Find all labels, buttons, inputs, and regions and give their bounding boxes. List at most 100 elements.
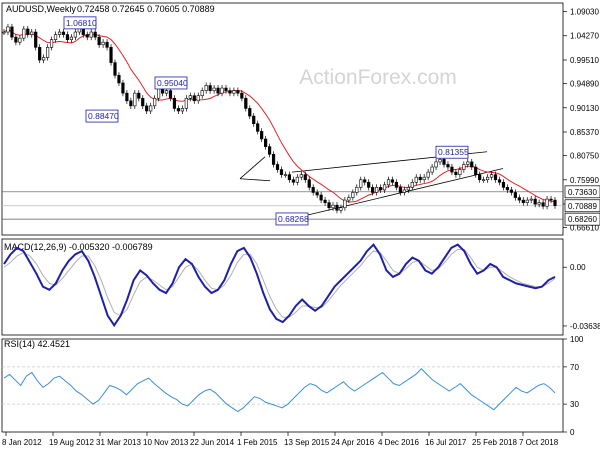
trendline-wedge-upper — [239, 156, 266, 180]
candle-body-5 — [22, 28, 26, 39]
candle-body-88 — [351, 192, 355, 198]
candle-body-131 — [521, 199, 525, 203]
candle-body-36 — [145, 105, 149, 112]
candle-body-122 — [486, 176, 490, 181]
candle-body-31 — [125, 92, 129, 102]
ohlc-values: 0.72458 0.72645 0.70605 0.70889 — [77, 4, 215, 14]
candle-body-62 — [248, 108, 252, 117]
price-level-box-1 — [564, 199, 600, 213]
candle-body-63 — [252, 115, 256, 125]
candle-body-89 — [355, 187, 359, 193]
candle-body-53 — [212, 87, 216, 91]
candle-body-73 — [291, 179, 295, 183]
candle-body-118 — [470, 161, 474, 168]
watermark: ActionForex.com — [299, 66, 457, 89]
candle-body-107 — [426, 171, 430, 178]
price-level-label-1: 0.70889 — [568, 202, 597, 211]
candle-body-60 — [240, 92, 244, 99]
candle-body-109 — [434, 161, 438, 168]
rsi-series — [2, 366, 563, 413]
price-annotations: 1.06810 0.95040 0.88470 0.81355 0.68268 — [63, 16, 469, 226]
candle-body-110 — [438, 159, 442, 163]
candle-body-24 — [97, 36, 101, 46]
candle-body-21 — [85, 34, 89, 38]
candle-body-45 — [180, 108, 184, 112]
rsi-axis: 100 70 30 0 — [563, 335, 584, 437]
candle-body-85 — [339, 207, 343, 211]
candle-body-46 — [184, 97, 188, 109]
candle-body-86 — [343, 199, 347, 209]
price-series — [2, 23, 557, 214]
candle-body-41 — [164, 90, 169, 94]
candle-body-125 — [497, 179, 502, 183]
price-level-box-2 — [564, 212, 600, 226]
candle-body-22 — [89, 31, 93, 38]
candle-body-49 — [196, 95, 200, 102]
rsi-tick-label-3: 0 — [570, 428, 575, 437]
rsi-line — [3, 368, 556, 413]
panel-frame-1 — [1, 238, 564, 336]
candle-body-69 — [275, 164, 280, 170]
time-tick-label-9: 16 Jul 2017 — [425, 438, 467, 447]
price-axis: 1.09030 1.04270 0.99510 0.94890 0.90130 0.853… — [563, 8, 600, 233]
candle-body-133 — [529, 198, 533, 201]
candle-body-119 — [474, 166, 478, 175]
candle-body-84 — [335, 204, 339, 211]
candle-body-130 — [517, 197, 521, 201]
candle-body-8 — [34, 31, 38, 48]
candle-body-121 — [482, 179, 486, 182]
candle-body-42 — [168, 90, 173, 99]
candle-body-37 — [149, 105, 153, 112]
trendline-channel-lower — [301, 168, 504, 217]
candle-body-87 — [347, 197, 351, 201]
candle-body-48 — [192, 95, 196, 102]
candle-body-54 — [216, 87, 220, 94]
annotation-label-3: 0.81355 — [438, 147, 469, 157]
price-level-label-0: 0.73630 — [568, 188, 597, 197]
macd-tick-label-0: 0.00 — [570, 263, 586, 272]
candle-body-91 — [363, 179, 367, 183]
candle-body-123 — [489, 174, 494, 178]
candle-body-98 — [390, 179, 395, 183]
candle-body-59 — [236, 90, 240, 94]
price-tick-label-0: 1.09030 — [570, 8, 599, 17]
macd-label: MACD(12,26,9) -0.005320 -0.006789 — [4, 242, 153, 252]
candle-body-101 — [402, 189, 406, 193]
annotation-box-3 — [435, 145, 469, 159]
time-tick-label-2: 31 Mar 2013 — [96, 438, 141, 447]
candle-body-17 — [69, 36, 73, 40]
candle-body-96 — [382, 184, 387, 191]
price-tick-label-3: 0.94890 — [570, 80, 599, 89]
candle-body-29 — [117, 75, 121, 84]
candle-body-56 — [224, 87, 228, 91]
macd-axis: 0.00 -0.036389 — [563, 263, 600, 331]
candle-body-23 — [93, 31, 97, 38]
candle-body-32 — [129, 100, 133, 107]
chart-title: AUDUSD,Weekly — [6, 4, 76, 14]
candle-body-66 — [264, 138, 268, 147]
annotation-box-0 — [63, 16, 97, 30]
candle-body-15 — [61, 31, 66, 35]
candle-body-90 — [359, 179, 363, 188]
candle-body-34 — [137, 92, 141, 99]
candle-body-16 — [65, 34, 70, 40]
annotation-label-0: 1.06810 — [66, 18, 97, 28]
candle-body-92 — [367, 181, 371, 188]
candle-body-97 — [386, 179, 391, 186]
rsi-tick-label-0: 100 — [570, 335, 584, 344]
candle-body-18 — [73, 31, 77, 38]
rsi-tick-label-1: 70 — [570, 363, 579, 372]
price-tick-label-9: 0.66610 — [570, 224, 599, 233]
annotation-box-1 — [154, 76, 188, 90]
candle-body-95 — [378, 187, 383, 191]
candle-body-77 — [307, 179, 311, 188]
time-tick-label-4: 22 Jun 2014 — [190, 438, 235, 447]
candle-body-114 — [454, 171, 458, 175]
candle-body-67 — [267, 146, 272, 155]
candle-body-94 — [375, 187, 379, 193]
candle-body-128 — [509, 189, 513, 193]
candle-body-134 — [533, 198, 537, 205]
candle-body-28 — [113, 62, 117, 76]
candle-body-135 — [537, 202, 541, 205]
